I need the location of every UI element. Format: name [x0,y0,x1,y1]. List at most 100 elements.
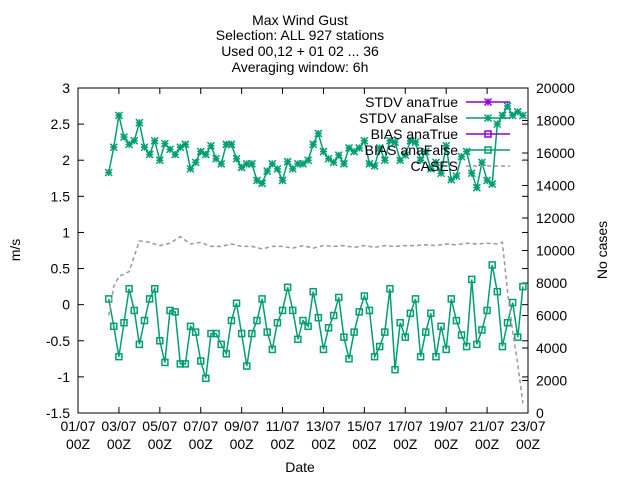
y2-tick-label: 16000 [536,145,575,161]
data-point [212,329,220,338]
data-point [217,159,226,168]
data-point [467,169,476,178]
data-point [171,308,179,316]
data-point [483,113,493,123]
title-line-1: Max Wind Gust [252,12,348,28]
data-point [488,180,497,189]
data-point [156,337,164,345]
data-point [370,161,379,171]
data-point [186,322,195,331]
data-point [135,340,144,349]
data-point [483,97,493,107]
data-point [431,158,440,167]
legend-entry: BIAS anaTrue [371,126,510,142]
x-tick-label-hour: 00Z [66,436,91,452]
data-point [447,295,456,303]
data-point [442,345,450,354]
y2-tick-label: 0 [536,405,544,421]
series-cases [107,235,524,404]
series-line [107,235,524,404]
data-point [145,150,154,159]
data-point [416,352,425,361]
title-line-3: Used 00,12 + 01 02 ... 36 [221,43,379,59]
series-bias-anafalse [104,261,527,383]
y2-tick-label: 10000 [536,243,575,259]
data-point [396,318,404,327]
data-point [427,309,435,318]
legend-label: BIAS anaFalse [365,142,459,158]
data-point [196,357,205,365]
legend-entry: CASES [411,158,510,174]
data-point [304,156,313,165]
data-point [258,179,267,188]
data-point [350,147,359,156]
data-point [508,298,517,307]
x-tick-label-date: 01/07 [60,418,95,434]
y-tick-label: 1 [62,224,70,240]
data-point [345,355,353,363]
data-point [110,322,118,331]
data-point [468,275,476,284]
data-point [278,306,287,315]
data-point [237,163,246,172]
y-tick-label: -1 [58,369,71,385]
data-point [181,360,190,368]
data-point [329,311,338,320]
data-point [360,292,369,300]
data-point [130,136,139,145]
data-point [186,164,195,173]
x-tick-label-date: 05/07 [142,418,177,434]
x-axis-ticks: 01/07 00Z 03/07 00Z 05/07 00Z 07/07 00Z 09/07 00Z… [60,88,546,452]
x-tick-label-hour: 00Z [230,436,255,452]
data-point [304,322,312,331]
x-tick-label-date: 07/07 [183,418,218,434]
x-tick-label-hour: 00Z [352,436,377,452]
y-tick-label: 1.5 [51,188,71,204]
y-tick-label: 3 [62,80,70,96]
data-point [462,342,471,351]
series-stdv-anafalse [104,102,527,192]
x-tick-label-date: 03/07 [101,418,136,434]
data-point [483,306,491,315]
data-point [324,324,333,332]
x-tick-label-date: 11/07 [266,418,300,434]
y2-tick-label: 4000 [536,340,567,356]
y-tick-label: -1.5 [46,405,70,421]
data-point [191,158,200,167]
data-point [232,299,241,307]
legend-label: STDV anaTrue [365,94,458,110]
data-point [370,352,379,361]
y2-tick-label: 12000 [536,210,575,226]
data-point [457,331,466,339]
data-point [416,156,425,165]
data-point [375,143,384,152]
data-point [442,141,451,150]
y-tick-label: 0.5 [51,261,71,277]
data-point [519,282,527,291]
data-point [109,143,118,152]
data-point [473,340,481,349]
data-point [426,164,435,173]
data-point [503,318,512,327]
data-point [125,285,133,293]
x-tick-label-date: 13/07 [306,418,341,434]
data-point [340,333,348,341]
data-point [104,168,113,177]
data-point [355,308,363,316]
x-axis-label: Date [285,459,315,475]
title-line-4: Averaging window: 6h [232,59,369,75]
data-point [263,167,272,176]
y2-axis-ticks: 0 2000 4000 6000 8000 10000 12000 14000 16000 180… [522,80,575,421]
data-point [135,118,144,127]
data-point [227,140,236,149]
data-point [191,328,200,336]
data-point [206,141,215,150]
x-tick-label-hour: 00Z [311,436,336,452]
data-point [432,352,440,361]
data-point [365,306,374,315]
data-point [488,261,496,269]
data-point [518,111,527,120]
data-point [498,342,507,351]
data-point [253,316,261,325]
data-point [120,318,128,327]
